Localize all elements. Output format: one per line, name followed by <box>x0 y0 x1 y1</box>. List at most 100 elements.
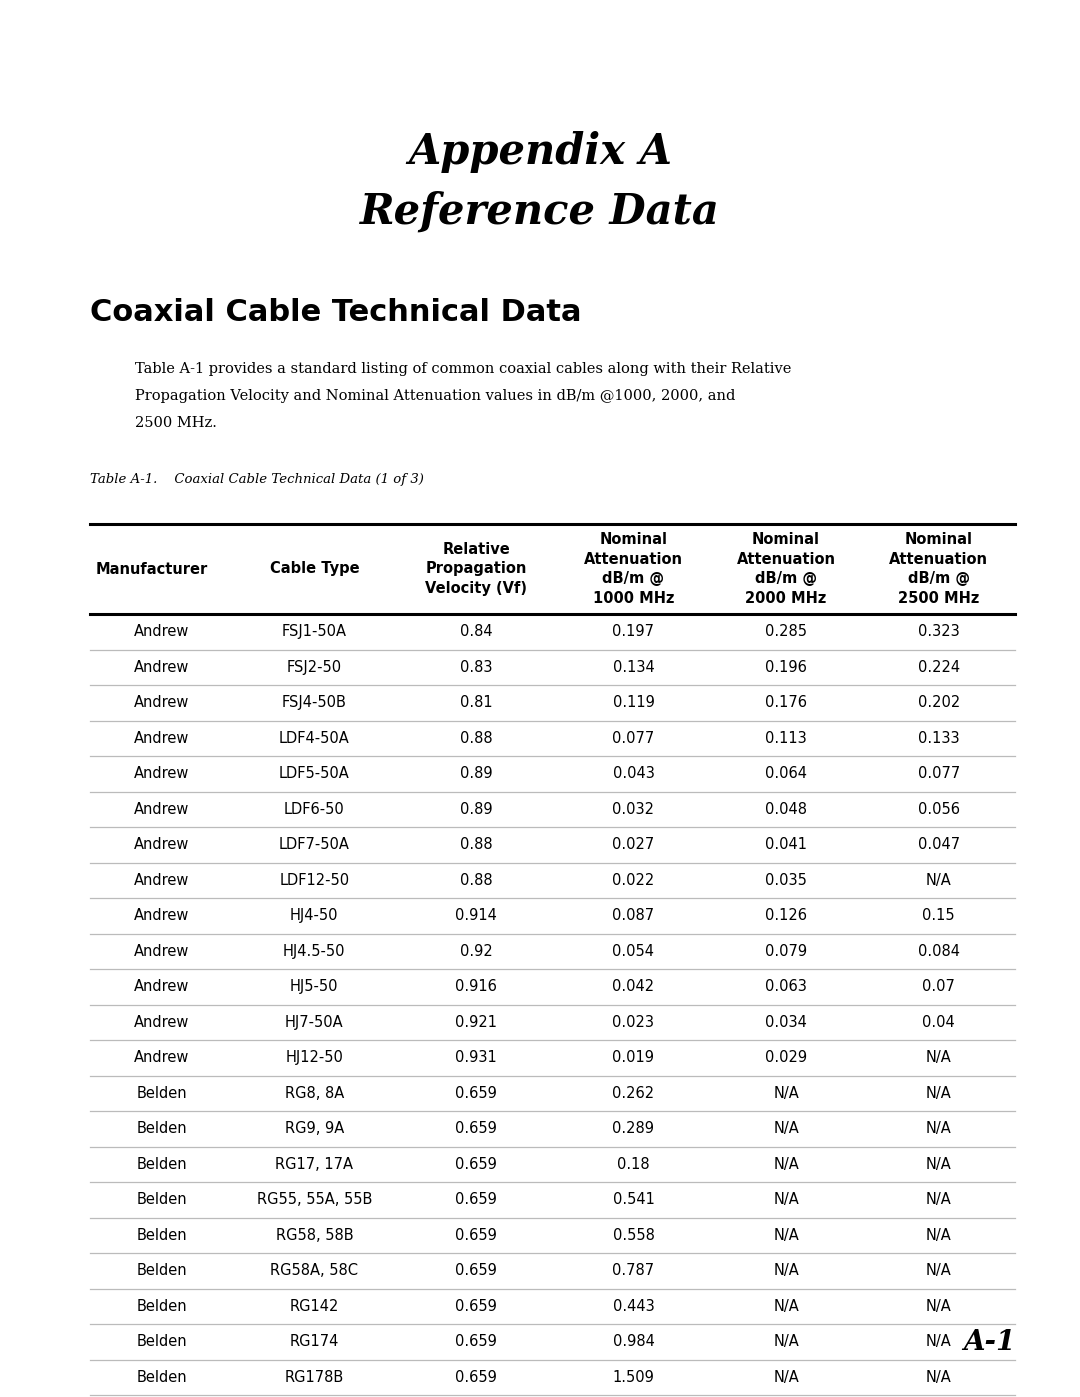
Text: 0.054: 0.054 <box>612 944 654 958</box>
Text: RG17, 17A: RG17, 17A <box>275 1157 353 1172</box>
Text: Belden: Belden <box>136 1263 187 1278</box>
Text: 0.176: 0.176 <box>765 696 807 710</box>
Text: N/A: N/A <box>773 1085 799 1101</box>
Text: Andrew: Andrew <box>134 873 189 887</box>
Text: RG174: RG174 <box>289 1334 339 1350</box>
Text: 0.063: 0.063 <box>765 979 807 995</box>
Text: Andrew: Andrew <box>134 659 189 675</box>
Text: 0.262: 0.262 <box>612 1085 654 1101</box>
Text: 0.084: 0.084 <box>918 944 960 958</box>
Text: 0.077: 0.077 <box>612 731 654 746</box>
Text: N/A: N/A <box>926 1334 951 1350</box>
Text: 0.113: 0.113 <box>766 731 807 746</box>
Text: 0.04: 0.04 <box>922 1014 955 1030</box>
Text: N/A: N/A <box>926 1085 951 1101</box>
Text: RG9, 9A: RG9, 9A <box>285 1122 343 1136</box>
Text: 0.323: 0.323 <box>918 624 959 640</box>
Text: 0.133: 0.133 <box>918 731 959 746</box>
Text: 0.285: 0.285 <box>765 624 807 640</box>
Text: 0.019: 0.019 <box>612 1051 654 1066</box>
Text: N/A: N/A <box>773 1157 799 1172</box>
Text: Table A-1 provides a standard listing of common coaxial cables along with their : Table A-1 provides a standard listing of… <box>135 362 792 376</box>
Text: 0.023: 0.023 <box>612 1014 654 1030</box>
Text: N/A: N/A <box>926 1299 951 1313</box>
Text: Belden: Belden <box>136 1369 187 1384</box>
Text: 0.88: 0.88 <box>460 837 492 852</box>
Text: 0.224: 0.224 <box>918 659 960 675</box>
Text: 0.84: 0.84 <box>460 624 492 640</box>
Text: 0.15: 0.15 <box>922 908 955 923</box>
Text: Belden: Belden <box>136 1334 187 1350</box>
Text: Table A-1.    Coaxial Cable Technical Data (1 of 3): Table A-1. Coaxial Cable Technical Data … <box>90 472 423 486</box>
Text: Relative: Relative <box>443 542 510 557</box>
Text: 0.119: 0.119 <box>612 696 654 710</box>
Text: RG58A, 58C: RG58A, 58C <box>270 1263 359 1278</box>
Text: Andrew: Andrew <box>134 802 189 817</box>
Text: RG178B: RG178B <box>285 1369 343 1384</box>
Text: Reference Data: Reference Data <box>360 191 720 233</box>
Text: 0.079: 0.079 <box>765 944 807 958</box>
Text: 0.126: 0.126 <box>765 908 807 923</box>
Text: Nominal: Nominal <box>599 532 667 548</box>
Text: 0.92: 0.92 <box>460 944 492 958</box>
Text: LDF4-50A: LDF4-50A <box>279 731 350 746</box>
Text: 0.077: 0.077 <box>918 766 960 781</box>
Text: 2500 MHz: 2500 MHz <box>897 591 980 606</box>
Text: 0.659: 0.659 <box>456 1369 497 1384</box>
Text: 0.914: 0.914 <box>456 908 497 923</box>
Text: N/A: N/A <box>773 1299 799 1313</box>
Text: 0.07: 0.07 <box>922 979 955 995</box>
Text: 0.558: 0.558 <box>612 1228 654 1243</box>
Text: 0.89: 0.89 <box>460 802 492 817</box>
Text: N/A: N/A <box>926 1228 951 1243</box>
Text: 0.921: 0.921 <box>455 1014 497 1030</box>
Text: N/A: N/A <box>926 1122 951 1136</box>
Text: 0.032: 0.032 <box>612 802 654 817</box>
Text: LDF7-50A: LDF7-50A <box>279 837 350 852</box>
Text: 0.659: 0.659 <box>456 1299 497 1313</box>
Text: Propagation: Propagation <box>426 562 527 577</box>
Text: N/A: N/A <box>926 1157 951 1172</box>
Text: 0.659: 0.659 <box>456 1263 497 1278</box>
Text: LDF12-50: LDF12-50 <box>280 873 349 887</box>
Text: N/A: N/A <box>773 1192 799 1207</box>
Text: 0.659: 0.659 <box>456 1122 497 1136</box>
Text: 0.443: 0.443 <box>612 1299 654 1313</box>
Text: dB/m @: dB/m @ <box>755 571 818 587</box>
Text: 0.056: 0.056 <box>918 802 960 817</box>
Text: 0.787: 0.787 <box>612 1263 654 1278</box>
Text: 0.81: 0.81 <box>460 696 492 710</box>
Text: A-1: A-1 <box>962 1329 1015 1355</box>
Text: 1.509: 1.509 <box>612 1369 654 1384</box>
Text: Andrew: Andrew <box>134 1014 189 1030</box>
Text: 2500 MHz.: 2500 MHz. <box>135 416 217 430</box>
Text: Andrew: Andrew <box>134 624 189 640</box>
Text: N/A: N/A <box>773 1122 799 1136</box>
Text: Andrew: Andrew <box>134 837 189 852</box>
Text: 0.087: 0.087 <box>612 908 654 923</box>
Text: HJ5-50: HJ5-50 <box>291 979 338 995</box>
Text: RG55, 55A, 55B: RG55, 55A, 55B <box>257 1192 372 1207</box>
Text: LDF5-50A: LDF5-50A <box>279 766 350 781</box>
Text: Andrew: Andrew <box>134 731 189 746</box>
Text: N/A: N/A <box>773 1228 799 1243</box>
Text: Propagation Velocity and Nominal Attenuation values in dB/m @1000, 2000, and: Propagation Velocity and Nominal Attenua… <box>135 388 735 402</box>
Text: 0.931: 0.931 <box>456 1051 497 1066</box>
Text: Andrew: Andrew <box>134 908 189 923</box>
Text: Attenuation: Attenuation <box>737 552 836 567</box>
Text: 0.18: 0.18 <box>617 1157 650 1172</box>
Text: 0.916: 0.916 <box>456 979 497 995</box>
Text: Appendix A: Appendix A <box>408 131 672 173</box>
Text: 0.659: 0.659 <box>456 1192 497 1207</box>
Text: 0.88: 0.88 <box>460 873 492 887</box>
Text: N/A: N/A <box>773 1334 799 1350</box>
Text: Nominal: Nominal <box>752 532 820 548</box>
Text: 0.029: 0.029 <box>765 1051 807 1066</box>
Text: Coaxial Cable Technical Data: Coaxial Cable Technical Data <box>90 298 581 327</box>
Text: RG58, 58B: RG58, 58B <box>275 1228 353 1243</box>
Text: Andrew: Andrew <box>134 944 189 958</box>
Text: Attenuation: Attenuation <box>889 552 988 567</box>
Text: HJ7-50A: HJ7-50A <box>285 1014 343 1030</box>
Text: HJ4-50: HJ4-50 <box>291 908 338 923</box>
Text: N/A: N/A <box>926 1192 951 1207</box>
